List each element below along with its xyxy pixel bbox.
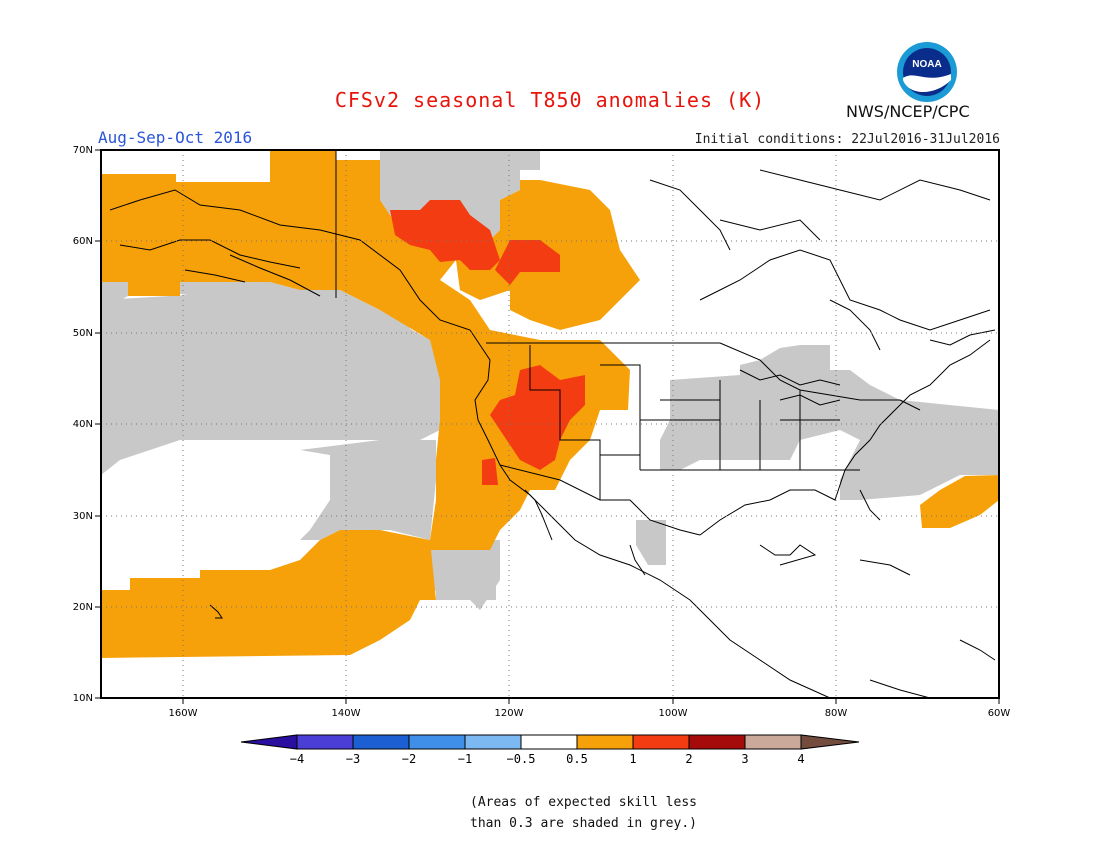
colorbar-arrow-low bbox=[240, 734, 298, 750]
lon-label-60w: 60W bbox=[988, 708, 1011, 719]
lat-label-70n: 70N bbox=[73, 145, 93, 156]
political-borders bbox=[335, 150, 921, 536]
lon-label-140w: 140W bbox=[332, 708, 361, 719]
colorbar-label: −1 bbox=[458, 752, 472, 766]
anomaly-region-1-to-2 bbox=[390, 200, 585, 485]
colorbar-swatch bbox=[632, 734, 690, 750]
colorbar-label: −4 bbox=[290, 752, 304, 766]
forecast-period: Aug-Sep-Oct 2016 bbox=[98, 128, 253, 147]
colorbar-swatch bbox=[408, 734, 466, 750]
lat-label-60n: 60N bbox=[73, 236, 93, 247]
colorbar-label: −2 bbox=[402, 752, 416, 766]
colorbar-label: 0.5 bbox=[566, 752, 588, 766]
agency-label: NWS/NCEP/CPC bbox=[846, 102, 970, 121]
map-title: CFSv2 seasonal T850 anomalies (K) bbox=[334, 88, 766, 112]
coastlines bbox=[109, 169, 996, 698]
noaa-logo-icon: NOAA bbox=[897, 42, 957, 102]
colorbar-label: 1 bbox=[629, 752, 636, 766]
colorbar-swatch bbox=[464, 734, 522, 750]
skill-note: (Areas of expected skill less than 0.3 a… bbox=[470, 792, 730, 834]
skill-note-line-1: (Areas of expected skill less bbox=[470, 795, 697, 810]
axis-ticks bbox=[95, 149, 1000, 704]
colorbar-swatch bbox=[576, 734, 634, 750]
lat-label-20n: 20N bbox=[73, 602, 93, 613]
lon-label-80w: 80W bbox=[825, 708, 848, 719]
colorbar-swatch bbox=[688, 734, 746, 750]
colorbar-arrow-high bbox=[800, 734, 860, 750]
lon-label-120w: 120W bbox=[495, 708, 524, 719]
colorbar-label: −0.5 bbox=[507, 752, 536, 766]
lat-label-50n: 50N bbox=[73, 328, 93, 339]
colorbar-swatch bbox=[520, 734, 578, 750]
colorbar-label: 4 bbox=[797, 752, 804, 766]
lon-label-100w: 100W bbox=[659, 708, 688, 719]
colorbar-swatch bbox=[296, 734, 354, 750]
lat-label-40n: 40N bbox=[73, 419, 93, 430]
colorbar-swatch bbox=[352, 734, 410, 750]
lat-label-10n: 10N bbox=[73, 693, 93, 704]
colorbar-label: −3 bbox=[346, 752, 360, 766]
colorbar-label: 3 bbox=[741, 752, 748, 766]
colorbar-swatch bbox=[744, 734, 802, 750]
noaa-logo-text: NOAA bbox=[912, 59, 941, 70]
skill-note-line-2: than 0.3 are shaded in grey.) bbox=[470, 816, 697, 831]
lon-label-160w: 160W bbox=[169, 708, 198, 719]
color-bar: −4 −3 −2 −1 −0.5 0.5 1 2 3 4 bbox=[240, 734, 860, 766]
initial-conditions: Initial conditions: 22Jul2016-31Jul2016 bbox=[694, 132, 1000, 147]
colorbar-label: 2 bbox=[685, 752, 692, 766]
lat-label-30n: 30N bbox=[73, 511, 93, 522]
